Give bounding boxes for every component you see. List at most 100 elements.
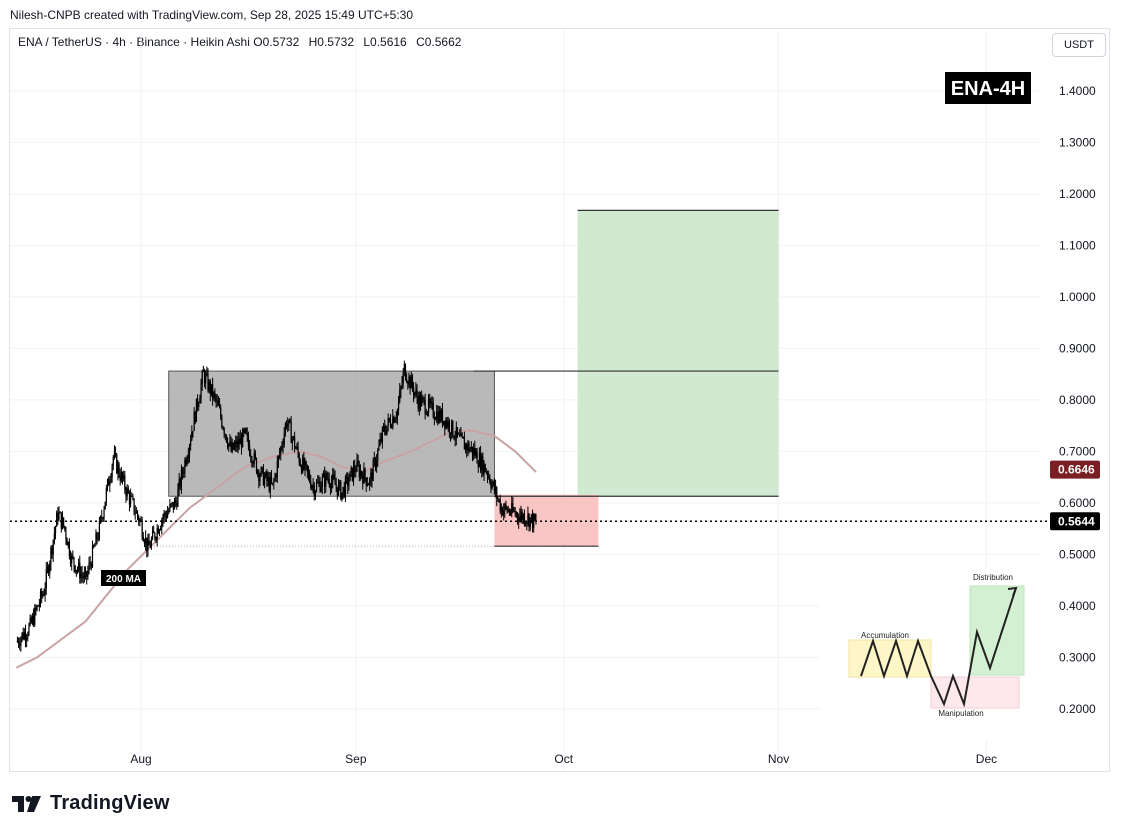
candle-body [258, 470, 260, 481]
candle-body [515, 513, 517, 515]
candle-body [108, 479, 110, 486]
candle-body [377, 449, 379, 461]
candle-body [280, 447, 282, 454]
candle-body [132, 496, 134, 499]
candle-body [511, 503, 513, 514]
candle-body [175, 500, 177, 503]
candle-body [90, 564, 92, 567]
candle-body [134, 512, 136, 514]
candle-body [154, 533, 156, 539]
candle-body [69, 556, 72, 564]
candle-body [34, 607, 36, 626]
candle-body [212, 384, 214, 399]
candle-body [423, 397, 425, 400]
candle-body [389, 420, 392, 427]
candle-body [528, 514, 530, 527]
candle-body [218, 405, 221, 408]
candle-body [208, 381, 210, 391]
candle-body [322, 473, 325, 478]
candle-body [114, 452, 117, 455]
candle-body [336, 486, 338, 496]
inset-label-accumulation: Accumulation [861, 631, 909, 640]
candle-body [164, 512, 166, 516]
candle-body [456, 427, 459, 435]
candle-body [49, 563, 51, 574]
candle-body [188, 445, 191, 456]
candle-body [335, 484, 337, 487]
candle-body [262, 467, 265, 485]
candle-body [313, 485, 315, 497]
candle-body [294, 436, 296, 449]
candle-body [283, 433, 285, 445]
candle-body [340, 481, 342, 500]
candle-body [199, 398, 201, 404]
candle-body [203, 371, 206, 384]
candle-body [193, 412, 195, 431]
candle-body [181, 469, 184, 474]
candle-body [248, 445, 251, 456]
candle-body [56, 512, 58, 527]
candle-body [151, 530, 154, 540]
candle-body [306, 464, 308, 472]
candle-body [80, 573, 82, 579]
candle-body [459, 433, 461, 437]
candle-body [179, 479, 181, 488]
candle-body [408, 376, 410, 384]
candle-body [124, 475, 126, 490]
candle-body [378, 445, 380, 450]
candle-body [68, 541, 70, 557]
candle-body [379, 438, 381, 446]
candle-body [307, 471, 310, 474]
candle-body [468, 443, 470, 452]
candle-body [213, 392, 215, 399]
ohlc-open-value: 0.5732 [262, 35, 300, 49]
candle-body [66, 538, 68, 546]
candle-body [437, 411, 439, 424]
candle-body [50, 547, 52, 564]
candle-body [326, 473, 328, 479]
candle-body [93, 545, 95, 547]
candle-body [279, 453, 281, 457]
candle-body [157, 528, 159, 534]
candle-body [196, 398, 199, 407]
candle-body [440, 409, 442, 421]
candle-body [453, 436, 455, 439]
candle-body [400, 386, 402, 391]
candle-body [224, 434, 226, 436]
candle-body [236, 441, 238, 448]
candle-body [411, 376, 414, 388]
candle-body [145, 537, 147, 544]
chart-frame [9, 28, 1110, 772]
candle-body [275, 475, 277, 478]
candle-body [347, 476, 349, 487]
candle-body [104, 501, 106, 510]
candle-body [414, 392, 416, 396]
candle-body [432, 402, 434, 417]
candle-body [317, 482, 319, 484]
candle-body [357, 460, 359, 466]
candle-body [520, 511, 522, 516]
candle-body [231, 442, 233, 452]
candle-body [97, 537, 99, 540]
candle-body [354, 466, 356, 472]
tradingview-logo[interactable]: TradingView [12, 792, 170, 815]
candle-body [424, 399, 426, 414]
candle-body [382, 426, 385, 428]
candle-body [103, 509, 105, 519]
candle-body [102, 518, 104, 520]
candle-body [79, 562, 81, 579]
symbol-info[interactable]: ENA / TetherUS · 4h · Binance · Heikin A… [18, 35, 467, 49]
currency-button[interactable]: USDT [1052, 33, 1106, 57]
candle-body [281, 446, 283, 448]
candle-body [191, 431, 193, 441]
candle-body [318, 481, 320, 483]
tradingview-logo-icon [12, 795, 41, 812]
candle-body [81, 573, 83, 576]
candle-body [525, 523, 527, 525]
last-price-tag: 0.5644 [1058, 514, 1095, 528]
candle-body [158, 529, 161, 534]
candle-body [171, 502, 173, 504]
candle-body [481, 455, 483, 471]
candle-body [485, 472, 487, 474]
